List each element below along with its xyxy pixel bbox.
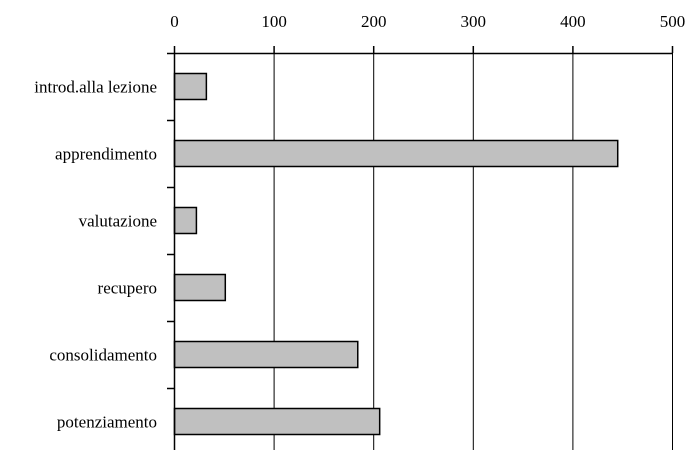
category-labels: introd.alla lezione apprendimento valutazi… [34, 78, 157, 432]
bar-recupero [173, 273, 227, 302]
bars [173, 72, 619, 436]
category-label: consolidamento [49, 346, 157, 365]
x-tick-labels: 0 100 200 300 400 500 [170, 12, 685, 31]
x-tick-label: 500 [660, 12, 686, 31]
x-tick-label: 100 [261, 12, 287, 31]
bar-consolidamento [173, 340, 359, 369]
x-tick-label: 400 [560, 12, 586, 31]
gridlines [273, 53, 673, 450]
category-label: valutazione [79, 212, 157, 231]
category-label: recupero [98, 279, 157, 298]
axes [167, 46, 674, 450]
x-tick-label: 200 [361, 12, 387, 31]
category-label: potenziamento [57, 413, 157, 432]
x-tick-label: 300 [461, 12, 487, 31]
bar-apprendimento [173, 139, 619, 168]
bar-valutazione [173, 206, 198, 235]
category-label: introd.alla lezione [34, 78, 157, 97]
bar-introd-alla-lezione [173, 72, 208, 101]
x-tick-label: 0 [170, 12, 179, 31]
category-label: apprendimento [55, 145, 157, 164]
bar-potenziamento [173, 407, 381, 436]
